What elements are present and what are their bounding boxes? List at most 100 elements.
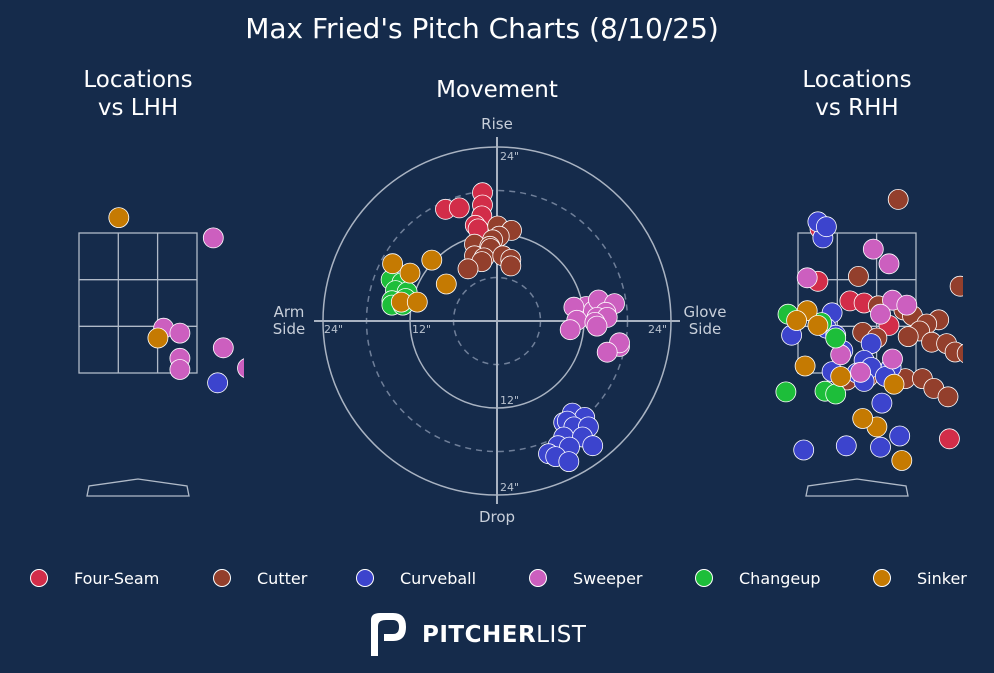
rhh-changeup-point-64 [775,381,797,403]
rhh-changeup-point-66 [825,383,847,405]
rhh-cutter-point-24 [956,343,963,363]
movement-sinker-point-60 [421,249,443,271]
lhh-sweeper-point-5 [212,337,234,359]
legend-label-cutter: Cutter [257,568,308,588]
rhh-sinker-point-71 [830,366,852,387]
movement-cutter-point-20 [457,258,479,280]
ring-label-left-inner: 12" [412,323,431,336]
legend-swatch-cutter [213,569,231,587]
rhh-changeup-point-63 [825,327,847,349]
movement-sinker-point-58 [382,253,404,275]
legend-swatch-four-seam [30,569,48,587]
rhh-curveball-point-48 [889,425,911,447]
rhh-cutter-point-18 [897,326,919,348]
legend-item-curveball: Curveball [356,562,476,594]
movement-sinker-point-59 [399,262,421,284]
pitcherlist-brand: PITCHERLIST [368,612,586,658]
axis-label-arm-line1: Arm [274,303,305,321]
rhh-plot-area [775,189,994,471]
legend-item-sinker: Sinker [873,562,967,594]
rhh-four-seam-point-5 [938,428,960,450]
movement-sweeper-point-49 [596,341,618,363]
movement-ring-labels: 24" 12" 24" 24" 12" 24" [324,150,667,494]
legend-label-four-seam: Four-Seam [74,568,160,588]
ring-label-top: 24" [500,150,519,163]
lhh-strike-zone [78,232,198,374]
lhh-panel: Locations vs LHH [78,67,244,497]
lhh-points [108,207,244,394]
axis-label-rise: Rise [481,115,513,133]
axis-label-arm-line2: Side [273,320,305,338]
brand-wordmark: PITCHERLIST [422,622,586,648]
lhh-sinker-point-4 [147,327,169,349]
axis-label-glove-line1: Glove [683,303,726,321]
rhh-sweeper-point-52 [862,238,884,260]
ring-label-right-outer: 24" [648,323,667,336]
legend-swatch-sweeper [529,569,547,587]
movement-panel: Movement 24" 12" 24" 24" 12" 24" Rise Dr… [273,77,727,526]
rhh-sweeper-point-59 [882,348,903,370]
lhh-sweeper-point-8 [237,358,244,378]
ring-label-bottom-inner: 12" [500,394,519,407]
legend-item-cutter: Cutter [213,562,307,594]
rhh-sweeper-point-53 [878,253,900,275]
legend-item-four-seam: Four-Seam [30,562,159,594]
rhh-cutter-point-9 [984,292,994,312]
lhh-home-plate [86,478,190,497]
movement-sinker-point-63 [406,291,428,313]
rhh-home-plate [805,478,909,497]
movement-points [380,182,630,473]
lhh-plot-area [108,207,244,394]
rhh-sinker-point-69 [807,314,829,336]
rhh-cutter-point-7 [847,266,869,287]
figure-title: Max Fried's Pitch Charts (8/10/25) [245,12,719,45]
rhh-cutter-point-30 [937,386,959,408]
rhh-curveball-point-33 [816,216,837,238]
pitch-legend: Four-Seam Cutter Curveball Sweeper Changeup S… [0,562,994,594]
rhh-sweeper-point-57 [870,303,891,325]
rhh-curveball-point-51 [870,436,891,458]
lhh-sinker-point-0 [108,207,130,228]
rhh-points [775,189,994,471]
legend-swatch-sinker [873,569,891,587]
movement-sweeper-point-46 [586,315,608,337]
legend-item-changeup: Changeup [695,562,821,594]
rhh-title-line2: vs RHH [815,95,898,121]
lhh-sweeper-point-1 [202,227,224,249]
movement-axes-lines [314,137,680,504]
movement-four-seam-point-4 [448,197,470,219]
rhh-sweeper-point-54 [796,267,818,289]
ring-label-left-outer: 24" [324,323,343,336]
ring-label-bottom-outer: 24" [500,481,519,494]
rhh-sinker-point-70 [794,355,816,377]
legend-label-sweeper: Sweeper [573,568,643,588]
rhh-sweeper-point-60 [850,361,872,383]
rhh-cutter-point-21 [964,338,984,358]
rhh-cutter-point-22 [986,338,994,358]
movement-title: Movement [436,77,558,103]
lhh-title-line1: Locations [83,67,192,93]
rhh-curveball-point-50 [835,435,857,457]
legend-swatch-changeup [695,569,713,587]
axis-label-drop: Drop [479,508,515,526]
movement-curveball-point-34 [558,451,580,473]
rhh-curveball-point-49 [793,439,815,461]
rhh-sinker-point-74 [852,408,874,429]
rhh-sweeper-point-56 [896,294,918,316]
axis-label-glove-line2: Side [689,320,721,338]
movement-sweeper-point-45 [559,319,581,341]
lhh-sweeper-point-7 [169,359,191,380]
rhh-sinker-point-75 [891,450,913,471]
rhh-sinker-point-68 [786,310,807,331]
lhh-curveball-point-9 [207,372,229,394]
rhh-cutter-point-8 [949,275,963,297]
legend-label-sinker: Sinker [917,568,967,588]
lhh-title-line2: vs LHH [98,95,178,121]
lhh-sweeper-point-3 [169,322,191,344]
legend-swatch-curveball [356,569,374,587]
rhh-cutter-point-6 [887,189,909,210]
rhh-curveball-point-47 [871,392,893,414]
rhh-sinker-point-72 [883,373,905,395]
brand-word-bold: PITCHER [422,622,537,648]
